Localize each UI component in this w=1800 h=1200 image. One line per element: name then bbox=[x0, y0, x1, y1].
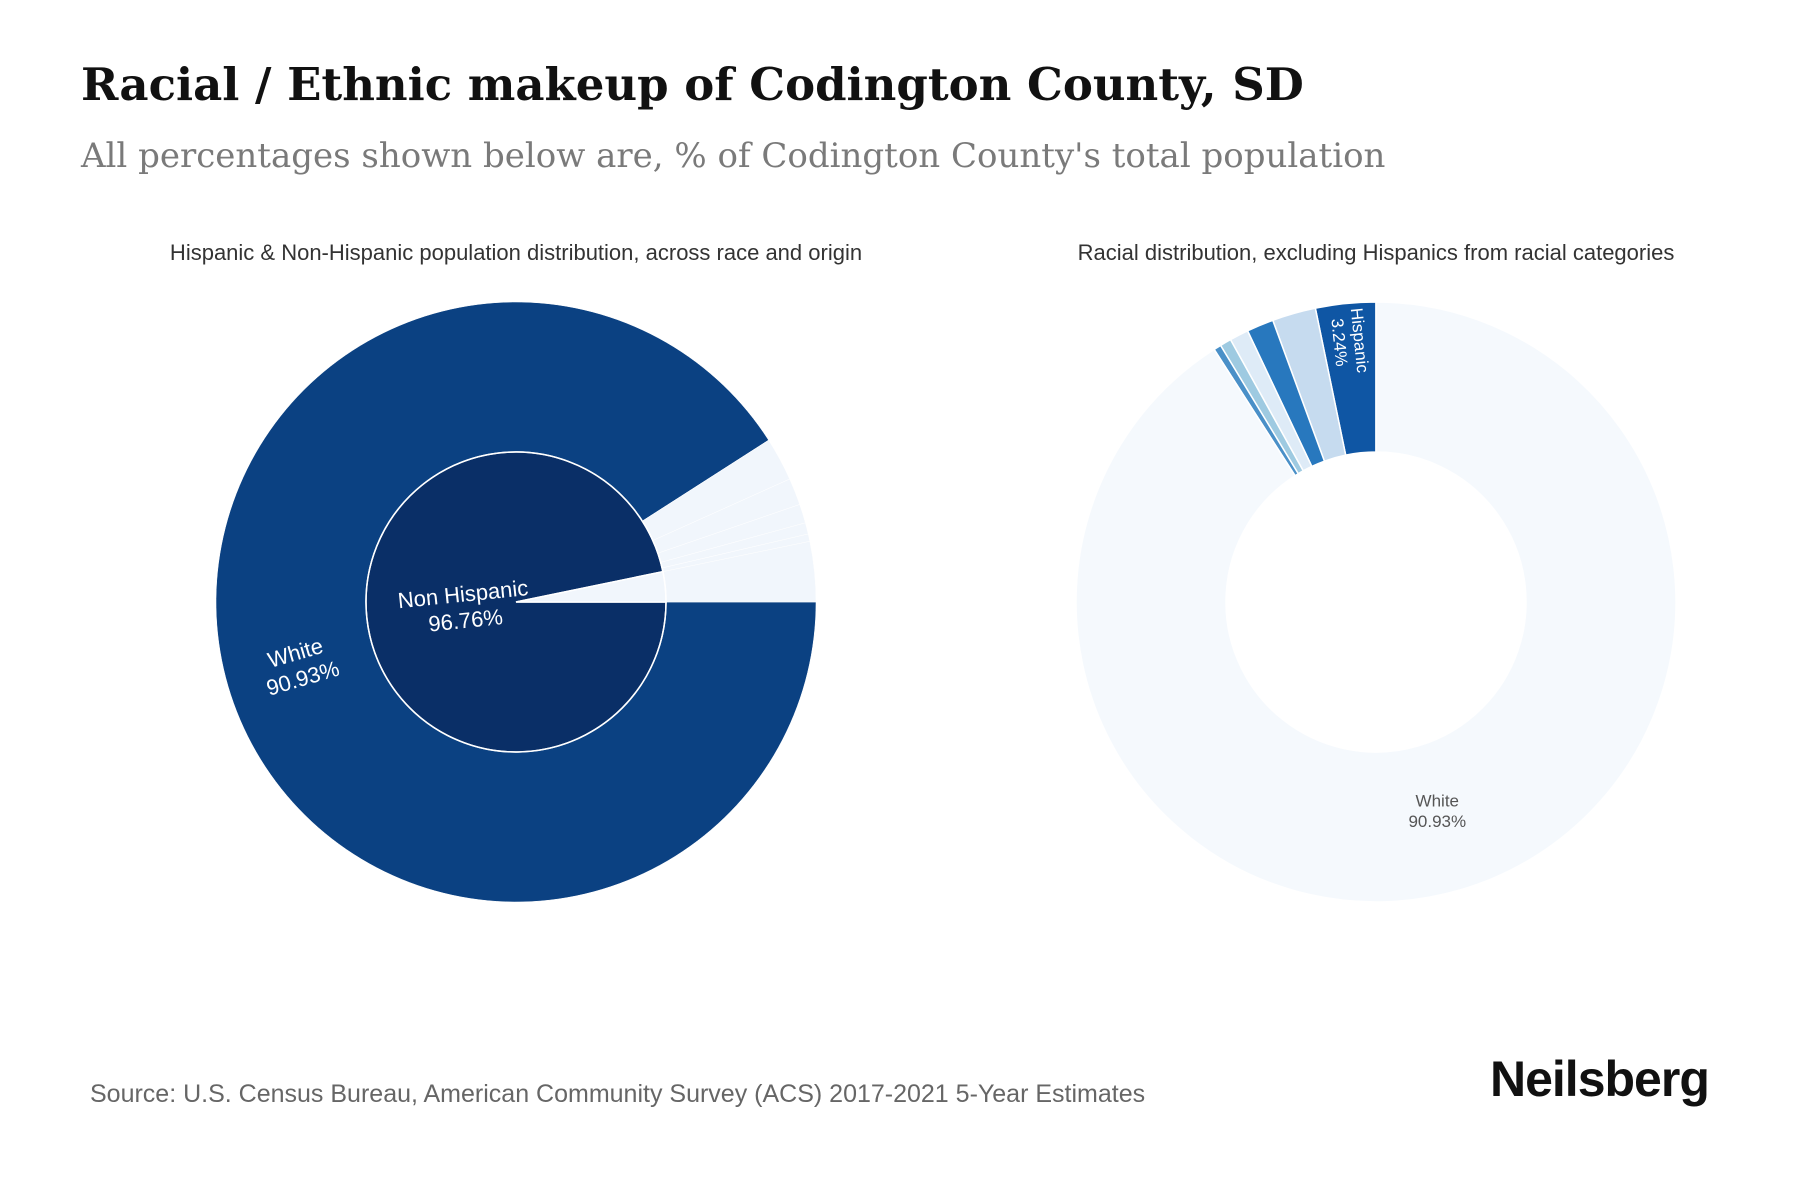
inner-ring-border bbox=[365, 451, 667, 753]
donut-slice-3 bbox=[1229, 329, 1313, 472]
donut-label-6-name: White bbox=[1416, 792, 1459, 811]
right-chart-title: Racial distribution, excluding Hispanics… bbox=[1077, 240, 1675, 265]
left-chart-title: Hispanic & Non-Hispanic population distr… bbox=[169, 240, 863, 265]
donut-slice-1 bbox=[1271, 307, 1347, 463]
page-subtitle: All percentages shown below are, % of Co… bbox=[81, 136, 1386, 176]
source-note: Source: U.S. Census Bureau, American Com… bbox=[90, 1080, 1146, 1108]
donut-slice-6 bbox=[1075, 301, 1677, 903]
donut-label-6-value: 90.93% bbox=[1408, 812, 1466, 831]
brand-logo: Neilsberg bbox=[1490, 1051, 1710, 1107]
donut-slice-2 bbox=[1246, 319, 1326, 468]
donut-label-0-value: 3.24% bbox=[1327, 317, 1351, 367]
page-title: Racial / Ethnic makeup of Codington Coun… bbox=[81, 58, 1304, 111]
